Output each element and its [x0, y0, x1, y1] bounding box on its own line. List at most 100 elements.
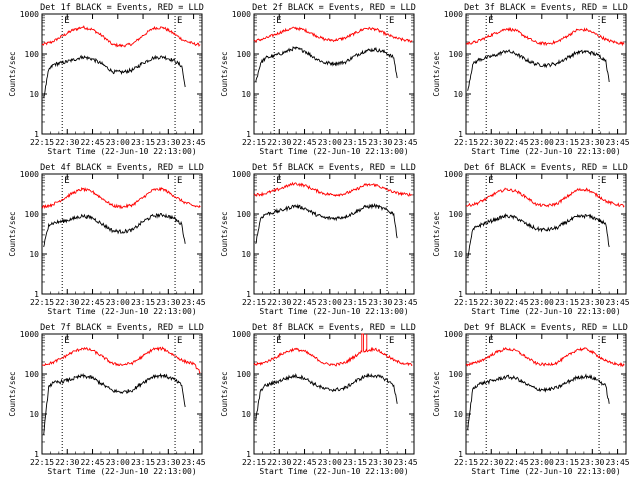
- x-tick-label: 23:30: [156, 458, 180, 467]
- x-tick-label: 22:30: [479, 298, 503, 307]
- y-axis-label: Counts/sec: [432, 51, 441, 96]
- x-axis-label: Start Time (22-Jun-10 22:13:00): [471, 467, 620, 476]
- x-tick-label: 22:30: [55, 298, 79, 307]
- plot-frame: [41, 173, 203, 295]
- y-tick-label: 10: [241, 90, 251, 99]
- x-tick-label: 23:15: [343, 138, 367, 147]
- x-tick-label: 22:30: [55, 138, 79, 147]
- x-tick-label: 22:15: [454, 458, 478, 467]
- x-tick-label: 23:30: [580, 138, 604, 147]
- y-tick-label: 1000: [20, 170, 39, 179]
- x-tick-label: 23:00: [530, 458, 554, 467]
- x-axis-label: Start Time (22-Jun-10 22:13:00): [47, 467, 196, 476]
- eclipse-marker-label: E: [64, 336, 69, 346]
- series-line-events: [467, 373, 610, 430]
- y-tick-label: 100: [25, 370, 40, 379]
- eclipse-marker-label: E: [389, 176, 394, 186]
- series-line-lld: [465, 346, 625, 368]
- y-tick-label: 100: [449, 370, 464, 379]
- plot-frame: [253, 333, 415, 455]
- y-axis-label: Counts/sec: [220, 51, 229, 96]
- x-tick-label: 23:30: [368, 298, 392, 307]
- x-axis-label: Start Time (22-Jun-10 22:13:00): [259, 307, 408, 316]
- x-tick-label: 23:00: [106, 458, 130, 467]
- x-tick-label: 22:15: [454, 298, 478, 307]
- x-tick-label: 23:30: [580, 458, 604, 467]
- y-axis-label: Counts/sec: [220, 211, 229, 256]
- y-tick-label: 1: [34, 290, 39, 299]
- panel-det-3: Det 3f BLACK = Events, RED = LLD 1 10 100 10…: [432, 3, 630, 156]
- y-tick-label: 1000: [444, 330, 463, 339]
- eclipse-marker-label: E: [177, 176, 182, 186]
- x-tick-label: 23:30: [156, 138, 180, 147]
- y-tick-label: 1000: [232, 10, 251, 19]
- x-tick-label: 22:30: [267, 458, 291, 467]
- x-tick-label: 22:15: [30, 138, 54, 147]
- panel-title: Det 6f BLACK = Events, RED = LLD: [464, 163, 628, 173]
- series-line-events: [467, 49, 610, 91]
- y-tick-label: 1: [34, 130, 39, 139]
- y-tick-label: 100: [25, 210, 40, 219]
- y-tick-label: 10: [241, 410, 251, 419]
- x-tick-label: 23:45: [394, 138, 418, 147]
- x-tick-label: 23:00: [318, 138, 342, 147]
- x-tick-label: 22:45: [504, 138, 528, 147]
- x-tick-label: 23:45: [182, 138, 206, 147]
- series-line-lld: [41, 186, 201, 210]
- x-tick-label: 23:00: [530, 298, 554, 307]
- panel-det-4: Det 4f BLACK = Events, RED = LLD 1 10 100 10…: [8, 163, 206, 316]
- panel-det-9: Det 9f BLACK = Events, RED = LLD 1 10 100 10…: [432, 323, 630, 476]
- x-tick-label: 23:45: [606, 458, 630, 467]
- panel-det-7: Det 7f BLACK = Events, RED = LLD 1 10 100 10…: [8, 323, 206, 476]
- series-line-events: [255, 45, 398, 83]
- eclipse-marker-label: E: [64, 176, 69, 186]
- x-tick-label: 23:30: [368, 458, 392, 467]
- x-tick-label: 23:15: [343, 298, 367, 307]
- x-tick-label: 23:00: [530, 138, 554, 147]
- panel-det-1: Det 1f BLACK = Events, RED = LLD 1 10 100 10…: [8, 3, 206, 156]
- series-line-events: [255, 203, 398, 244]
- eclipse-marker-label: E: [488, 176, 493, 186]
- eclipse-marker-label: E: [601, 176, 606, 186]
- x-axis-label: Start Time (22-Jun-10 22:13:00): [47, 307, 196, 316]
- plot-frame: [253, 13, 415, 135]
- y-tick-label: 1: [246, 450, 251, 459]
- x-tick-label: 22:30: [479, 458, 503, 467]
- series-line-events: [43, 54, 186, 98]
- panel-title: Det 1f BLACK = Events, RED = LLD: [40, 3, 204, 13]
- y-tick-label: 10: [29, 410, 39, 419]
- x-tick-label: 23:45: [606, 298, 630, 307]
- x-tick-label: 22:15: [242, 458, 266, 467]
- y-tick-label: 10: [453, 410, 463, 419]
- x-tick-label: 22:30: [267, 298, 291, 307]
- x-tick-label: 22:45: [80, 138, 104, 147]
- series-line-events: [43, 372, 186, 435]
- plot-frame: [41, 333, 203, 455]
- eclipse-marker-label: E: [488, 16, 493, 26]
- eclipse-marker-label: E: [64, 16, 69, 26]
- x-tick-label: 23:15: [131, 458, 155, 467]
- y-tick-label: 1: [34, 450, 39, 459]
- series-line-lld: [253, 181, 413, 197]
- y-tick-label: 100: [25, 50, 40, 59]
- y-tick-label: 1000: [444, 170, 463, 179]
- x-tick-label: 22:15: [242, 138, 266, 147]
- y-tick-label: 1: [246, 290, 251, 299]
- plot-frame: [41, 13, 203, 135]
- panel-det-8: Det 8f BLACK = Events, RED = LLD 1 10 100 10…: [220, 323, 418, 476]
- panel-title: Det 5f BLACK = Events, RED = LLD: [252, 163, 416, 173]
- panel-title: Det 3f BLACK = Events, RED = LLD: [464, 3, 628, 13]
- x-tick-label: 23:00: [318, 298, 342, 307]
- panel-det-2: Det 2f BLACK = Events, RED = LLD 1 10 100 10…: [220, 3, 418, 156]
- y-tick-label: 100: [237, 210, 252, 219]
- panel-det-6: Det 6f BLACK = Events, RED = LLD 1 10 100 10…: [432, 163, 630, 316]
- y-tick-label: 1000: [20, 330, 39, 339]
- y-tick-label: 1000: [232, 330, 251, 339]
- x-tick-label: 22:45: [80, 458, 104, 467]
- eclipse-marker-label: E: [177, 336, 182, 346]
- y-tick-label: 10: [29, 250, 39, 259]
- panel-title: Det 7f BLACK = Events, RED = LLD: [40, 323, 204, 333]
- series-line-lld: [253, 333, 413, 367]
- x-tick-label: 22:30: [267, 138, 291, 147]
